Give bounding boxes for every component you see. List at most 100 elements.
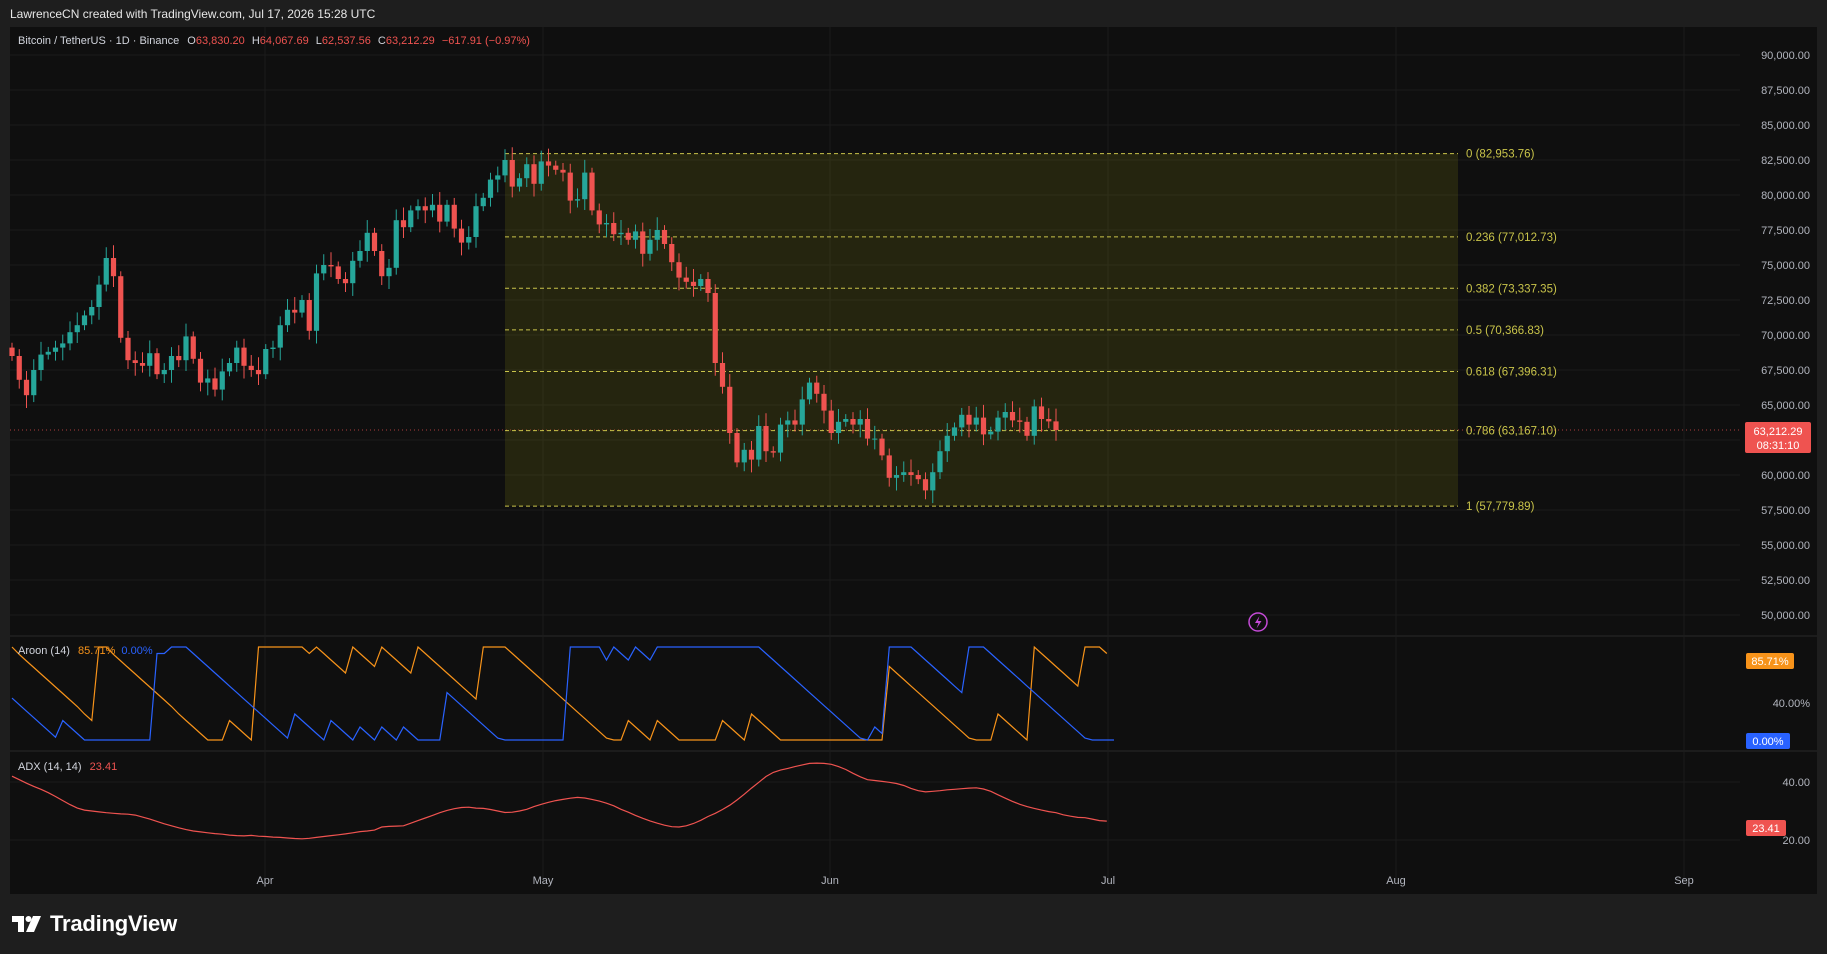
price-axis-label: 85,000.00 <box>1761 120 1810 132</box>
candle-body <box>364 232 370 251</box>
fib-level-label: 0.236 (77,012.73) <box>1466 232 1557 244</box>
tradingview-logo-text: TradingView <box>50 911 177 936</box>
candle-body <box>458 228 465 243</box>
candle-body <box>52 347 59 352</box>
candle-body <box>23 379 30 396</box>
candle-body <box>16 356 22 380</box>
candle-body <box>487 179 494 198</box>
candle-body <box>31 370 37 396</box>
candle-body <box>176 356 182 361</box>
candle-body <box>502 160 508 176</box>
candle-body <box>226 363 233 372</box>
candle-body <box>118 276 124 338</box>
candle-body <box>125 337 131 361</box>
fib-level-label: 0.382 (73,337.35) <box>1466 283 1557 295</box>
candle-body <box>38 354 44 370</box>
candle-body <box>698 279 704 286</box>
candle-body <box>872 438 878 440</box>
candle-body <box>748 449 755 460</box>
candle-body <box>864 419 871 439</box>
candle-body <box>988 431 994 435</box>
candle-body <box>661 230 668 244</box>
candle-body <box>828 410 834 433</box>
candle-body <box>386 267 392 277</box>
candle-body <box>937 451 943 473</box>
candle-body <box>350 260 356 284</box>
alert-lightning-icon[interactable] <box>1248 612 1268 632</box>
candle-body <box>973 417 979 425</box>
candle-body <box>495 175 501 180</box>
candle-body <box>110 258 117 277</box>
attribution-bar: LawrenceCN created with TradingView.com,… <box>0 0 1827 27</box>
price-axis-label: 70,000.00 <box>1761 330 1810 342</box>
candle-body <box>516 178 523 187</box>
grid-layer <box>10 27 1817 880</box>
aroon-axis-label: 40.00% <box>1773 698 1811 710</box>
candle-body <box>1024 421 1030 436</box>
symbol-legend[interactable]: Bitcoin / TetherUS · 1D · Binance O63,83… <box>18 35 530 47</box>
price-axis-label: 90,000.00 <box>1761 50 1810 62</box>
price-axis-label: 82,500.00 <box>1761 155 1810 167</box>
candle-body <box>959 414 965 428</box>
fib-level-label: 0.618 (67,396.31) <box>1466 366 1557 378</box>
candle-body <box>1017 420 1023 422</box>
candle-body <box>886 455 892 478</box>
candle-body <box>1053 421 1059 431</box>
price-axis-label: 65,000.00 <box>1761 400 1810 412</box>
candle-body <box>328 265 334 267</box>
candle-body <box>400 220 407 228</box>
candle-body <box>132 360 138 363</box>
adx-value: 23.41 <box>89 761 118 773</box>
candle-body <box>212 378 218 390</box>
candle-body <box>553 165 559 170</box>
symbol-name: Bitcoin / TetherUS · 1D · Binance <box>18 35 180 47</box>
candle-body <box>277 325 283 348</box>
candle-body <box>444 204 450 222</box>
candle-body <box>103 258 109 285</box>
candle-body <box>705 279 711 293</box>
tradingview-logo[interactable]: TradingView <box>12 910 177 938</box>
bar-countdown: 08:31:10 <box>1757 440 1800 452</box>
time-axis-label: Sep <box>1674 875 1694 887</box>
candle-body <box>676 262 682 278</box>
close-label: C <box>377 35 386 47</box>
candle-body <box>9 347 15 356</box>
candle-body <box>531 164 537 184</box>
fib-retracement[interactable]: 0 (82,953.76) 0.236 (77,012.73) 0.382 (73,… <box>505 149 1557 513</box>
candle-body <box>930 472 936 491</box>
fib-level-label: 0.5 (70,366.83) <box>1466 325 1544 337</box>
candle-body <box>995 417 1001 432</box>
price-axis-label: 57,500.00 <box>1761 505 1810 517</box>
candle-body <box>647 239 653 254</box>
candle-body <box>567 172 573 201</box>
time-axis-label: Aug <box>1386 875 1406 887</box>
adx-axis-label: 20.00 <box>1782 835 1810 847</box>
candle-body <box>371 232 378 251</box>
attribution-text: LawrenceCN created with TradingView.com,… <box>10 7 376 21</box>
aroon-legend[interactable]: Aroon (14) 85.71% 0.00% <box>18 645 153 657</box>
adx-legend[interactable]: ADX (14, 14) 23.41 <box>18 761 117 773</box>
time-axis-label: Apr <box>256 875 273 887</box>
candlestick-series <box>9 147 1059 504</box>
low-label: L <box>315 35 322 47</box>
price-axis-label: 60,000.00 <box>1761 470 1810 482</box>
candle-body <box>1002 412 1008 418</box>
chart-frame[interactable] <box>10 27 1817 894</box>
candle-body <box>770 451 776 453</box>
candle-body <box>466 237 472 243</box>
candle-body <box>574 199 581 201</box>
candle-body <box>799 399 805 425</box>
fib-level-label: 0 (82,953.76) <box>1466 149 1535 161</box>
price-axis-label: 72,500.00 <box>1761 295 1810 307</box>
candle-body <box>524 164 530 179</box>
time-axis-label: Jul <box>1101 875 1115 887</box>
candle-body <box>1031 406 1037 436</box>
candle-body <box>45 351 51 355</box>
adx-badge-value: 23.41 <box>1752 823 1780 835</box>
price-axis-label: 50,000.00 <box>1761 610 1810 622</box>
indicator-series <box>11 645 1114 840</box>
candle-body <box>712 293 718 363</box>
candle-body <box>219 371 225 390</box>
time-axis[interactable]: Apr May Jun Jul Aug Sep <box>256 875 1693 887</box>
